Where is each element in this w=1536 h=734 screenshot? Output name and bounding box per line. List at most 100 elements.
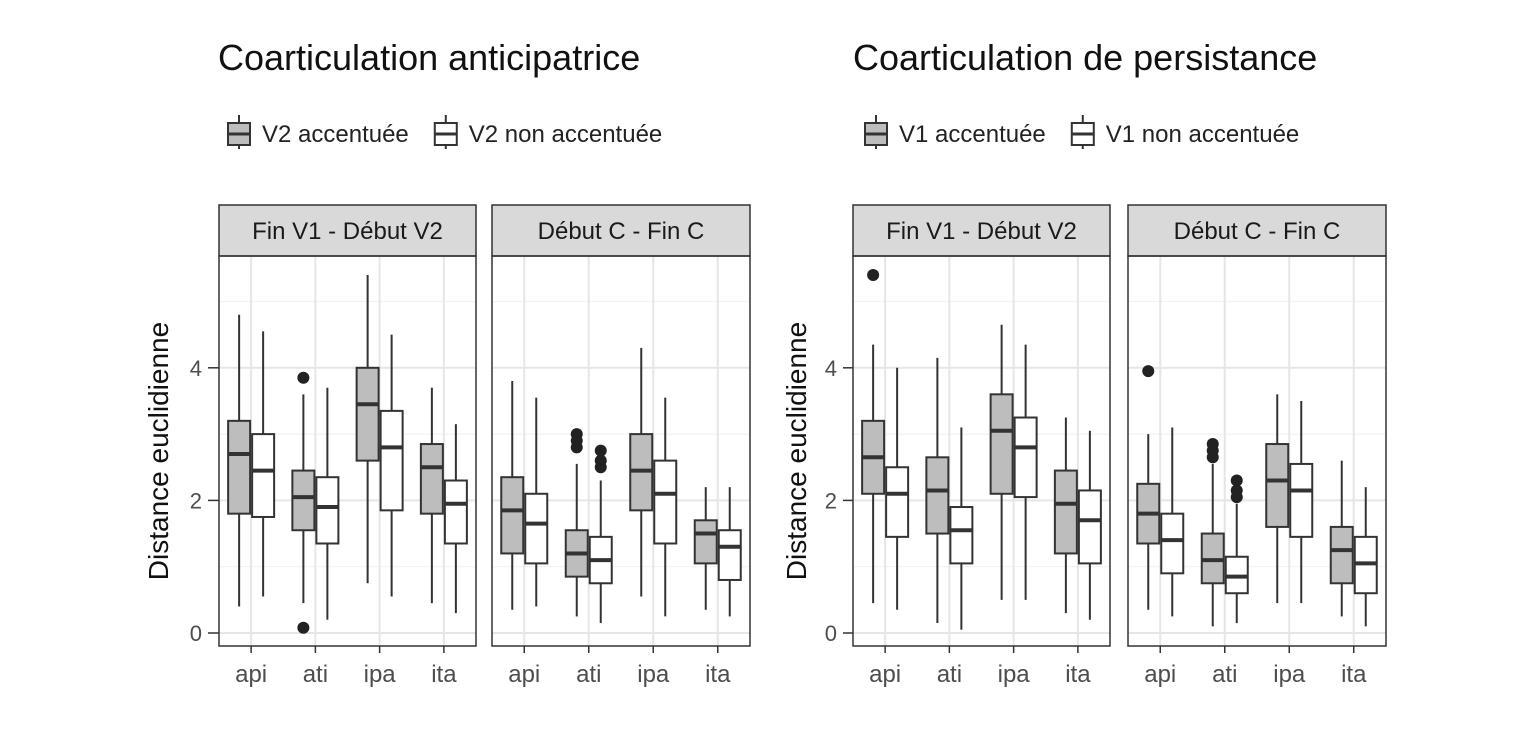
x-tick-ita: ita (1065, 646, 1091, 688)
x-tick-label: ita (705, 661, 731, 688)
facet-panel-2: Début C - Fin C api ati ipa ita (491, 204, 751, 688)
x-tick-ita: ita (431, 646, 457, 688)
legend-label: V2 accentuée (262, 121, 409, 148)
y-tick-0: 0 (190, 621, 219, 646)
boxplot-ipa-1 (1265, 394, 1290, 604)
legend-label: V1 accentuée (899, 121, 1046, 148)
legend-label: V1 non accentuée (1106, 121, 1300, 148)
x-tick-label: ipa (1273, 661, 1306, 688)
facet-strip-label: Début C - Fin C (1174, 218, 1341, 245)
box-body (885, 466, 910, 538)
boxplot-api-1 (227, 314, 252, 607)
boxplot-ipa-2 (1013, 344, 1038, 600)
boxplot-ita-2 (1077, 430, 1102, 620)
box-body (291, 469, 316, 532)
outlier-point (297, 621, 310, 634)
panel-border (1127, 255, 1387, 647)
box-body (379, 409, 404, 512)
x-tick-api: api (508, 646, 540, 688)
panel-border (852, 255, 1111, 647)
chart-title: Coarticulation anticipatrice (218, 37, 640, 78)
x-tick-label: ati (1212, 661, 1237, 688)
x-tick-label: ipa (637, 661, 670, 688)
boxplot-ipa-1 (629, 347, 654, 597)
x-tick-ati: ati (937, 646, 962, 688)
x-tick-ita: ita (1341, 646, 1367, 688)
y-axis-label: Distance euclidienne (143, 322, 174, 580)
x-tick-label: api (869, 661, 901, 688)
x-tick-ipa: ipa (364, 646, 396, 688)
y-tick-label: 0 (190, 621, 202, 646)
x-tick-ipa: ipa (1273, 646, 1306, 688)
boxplot-api-2 (251, 331, 276, 597)
outlier-point (867, 268, 880, 281)
boxplot-ati-1 (291, 371, 316, 634)
legend-key-2 (1070, 115, 1095, 149)
y-tick-4: 4 (825, 356, 853, 381)
boxplot-ipa-2 (1289, 400, 1314, 604)
x-tick-label: ati (576, 661, 601, 688)
boxplot-ita-2 (717, 487, 742, 617)
x-tick-ipa: ipa (637, 646, 670, 688)
boxplot-ati-2 (315, 387, 340, 620)
y-tick-label: 2 (190, 488, 202, 513)
x-tick-ati: ati (1212, 646, 1237, 688)
box-body (925, 456, 950, 535)
x-tick-label: ati (303, 661, 328, 688)
boxplot-api-1 (500, 381, 525, 610)
boxplot-ipa-1 (989, 324, 1014, 600)
boxplot-api-2 (885, 367, 910, 610)
panel-background (1128, 256, 1386, 646)
outlier-point (570, 428, 583, 441)
outlier-point (1230, 474, 1243, 487)
box-body (251, 433, 276, 518)
boxplot-ati-2 (1224, 474, 1249, 624)
facet-panel-1: Fin V1 - Début V2 api ati ipa ita (852, 204, 1111, 688)
boxplot-api-2 (1160, 427, 1185, 617)
y-tick-0: 0 (825, 621, 853, 646)
chart-2: Coarticulation de persistance V1 accentué… (781, 37, 1387, 688)
boxplot-api-1 (861, 268, 886, 604)
box-body (1013, 416, 1038, 499)
box-body (1265, 443, 1290, 528)
legend-key-2 (433, 115, 458, 149)
boxplot-ita-1 (1329, 460, 1354, 617)
boxplot-ita-1 (693, 487, 718, 610)
x-tick-label: ita (1065, 661, 1091, 688)
boxplot-api-2 (524, 397, 549, 607)
boxplot-ita-1 (419, 387, 444, 604)
legend-key-1 (864, 115, 888, 149)
x-tick-label: ita (431, 661, 457, 688)
boxplot-ati-1 (1200, 438, 1225, 627)
y-tick-label: 2 (825, 488, 837, 513)
outlier-point (1142, 365, 1155, 378)
box-body (355, 366, 380, 462)
panel-border (491, 255, 751, 647)
boxplot-ati-1 (564, 428, 589, 617)
box-body (653, 459, 678, 545)
box-body (227, 419, 252, 515)
outlier-point (1206, 438, 1219, 451)
y-tick-label: 0 (825, 621, 837, 646)
x-tick-label: ita (1341, 661, 1367, 688)
chart-title: Coarticulation de persistance (853, 37, 1317, 78)
x-tick-label: api (508, 661, 540, 688)
x-tick-api: api (869, 646, 901, 688)
x-tick-ita: ita (705, 646, 731, 688)
x-tick-ipa: ipa (998, 646, 1030, 688)
facet-strip-label: Fin V1 - Début V2 (252, 218, 443, 245)
y-tick-2: 2 (825, 488, 853, 513)
box-body (419, 443, 444, 515)
x-tick-ati: ati (576, 646, 601, 688)
legend: V2 accentuée V2 non accentuée (227, 115, 662, 149)
box-body (949, 506, 974, 565)
boxplot-api-1 (1136, 365, 1161, 610)
facet-strip (491, 204, 751, 257)
facet-panel-1: Fin V1 - Début V2 api ati ipa ita (218, 204, 477, 688)
boxplot-ipa-2 (653, 397, 678, 617)
chart-1: Coarticulation anticipatrice V2 accentuée… (143, 37, 751, 688)
y-tick-label: 4 (825, 356, 837, 381)
y-tick-2: 2 (190, 488, 219, 513)
boxplot-ati-2 (949, 427, 974, 630)
